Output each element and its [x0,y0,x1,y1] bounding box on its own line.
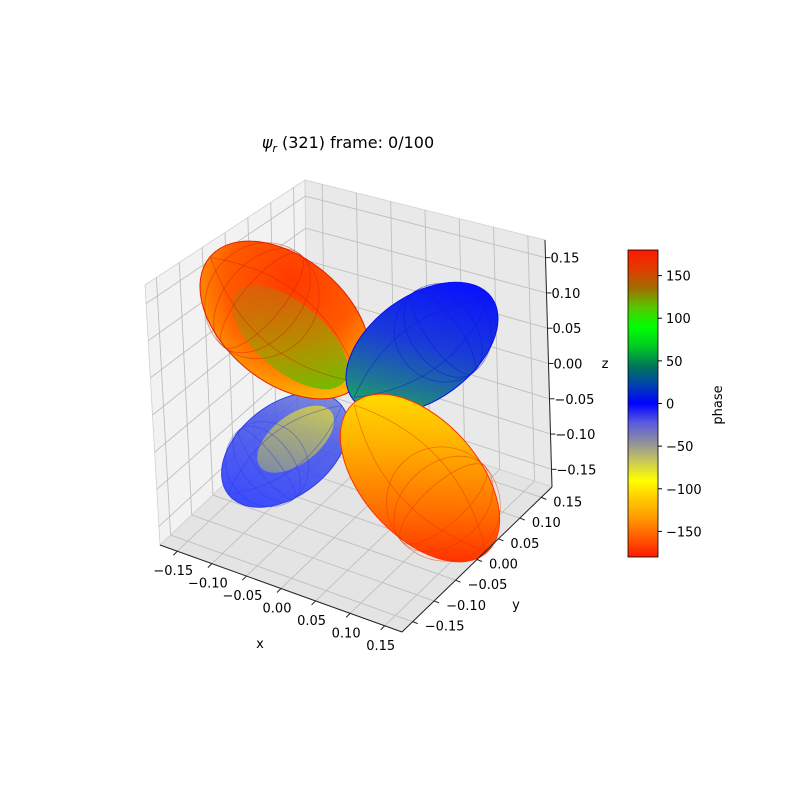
orbital-surface [199,240,501,563]
y-tick-mark [541,496,547,500]
lobe-lower-left [221,392,349,508]
colorbar-tick-label: −150 [666,525,702,540]
grid-line-y [155,277,413,623]
y-tick-label: −0.15 [425,620,465,635]
y-tick-label: 0.00 [489,558,518,573]
y-tick-mark [519,517,526,521]
x-tick-mark [380,625,386,631]
z-tick-label: 0.05 [553,322,582,337]
z-tick-label: 0.10 [552,287,581,302]
colorbar-bar [627,249,659,558]
z-axis-label: z [602,357,609,372]
colorbar: 150 100 50 0 −50 −100 −150 phase [627,249,726,558]
lobe-upper-right [345,281,499,415]
title-psi: ψ [262,133,273,152]
y-tick-mark [455,579,461,583]
y-tick-label: −0.05 [468,578,508,593]
x-tick-label: −0.15 [153,564,193,579]
colorbar-ticks: 150 100 50 0 −50 −100 −150 [658,270,702,540]
x-tick-label: 0.15 [366,639,395,654]
colorbar-label: phase [711,385,726,424]
grid-line-y [178,262,435,602]
x-tick-mark [207,563,213,568]
x-tick-label: 0.10 [332,626,361,641]
colorbar-tick-label: 50 [666,355,683,370]
y-axis-label: y [512,598,520,613]
y-tick-mark [476,559,483,562]
y-tick-label: −0.10 [446,599,486,614]
lobe-lower-right [339,393,501,563]
z-tick-label: −0.15 [557,463,597,478]
x-axis-label: x [256,637,264,652]
colorbar-tick-label: 0 [666,398,674,413]
y-tick-mark [433,600,440,604]
x-tick-mark [345,613,351,618]
grid-line-z [145,195,546,304]
z-axis-ticks: −0.15 −0.10 −0.05 0.00 0.05 0.10 0.15 [545,252,597,478]
z-tick-label: 0.00 [554,358,583,373]
x-tick-label: 0.05 [297,614,326,629]
lobe-upper-left [199,240,371,400]
x-tick-mark [276,588,282,593]
x-tick-mark [311,600,316,606]
grid-line-x [384,235,536,627]
colorbar-tick-label: −100 [666,483,702,498]
y-tick-mark [412,621,418,625]
x-tick-label: −0.10 [188,577,228,592]
x-tick-label: −0.05 [223,589,263,604]
x-axis-ticks: −0.15−0.10−0.050.00 0.05 0.10 0.15 [153,550,395,654]
colorbar-tick-label: 100 [666,312,691,327]
y-tick-label: 0.05 [510,537,539,552]
y-axis-ticks: −0.15 −0.10 −0.05 0.00 0.05 0.10 0.15 [412,495,582,635]
x-tick-mark [172,550,178,556]
z-tick-label: −0.10 [556,428,596,443]
y-tick-label: 0.10 [532,516,561,531]
colorbar-tick-label: 150 [666,270,691,285]
title-rest: (321) frame: 0/100 [277,133,434,152]
grid-line-z [147,227,547,342]
x-tick-mark [242,575,247,581]
z-tick-label: −0.05 [555,393,595,408]
title-subscript: r [272,142,278,155]
grid-line-y [201,247,456,581]
z-tick-label: 0.15 [551,252,580,267]
y-tick-mark [498,538,504,542]
chart-title: ψr (321) frame: 0/100 [262,133,434,155]
colorbar-tick-label: −50 [666,440,693,455]
x-tick-label: 0.00 [263,602,292,617]
y-tick-label: 0.15 [553,495,582,510]
